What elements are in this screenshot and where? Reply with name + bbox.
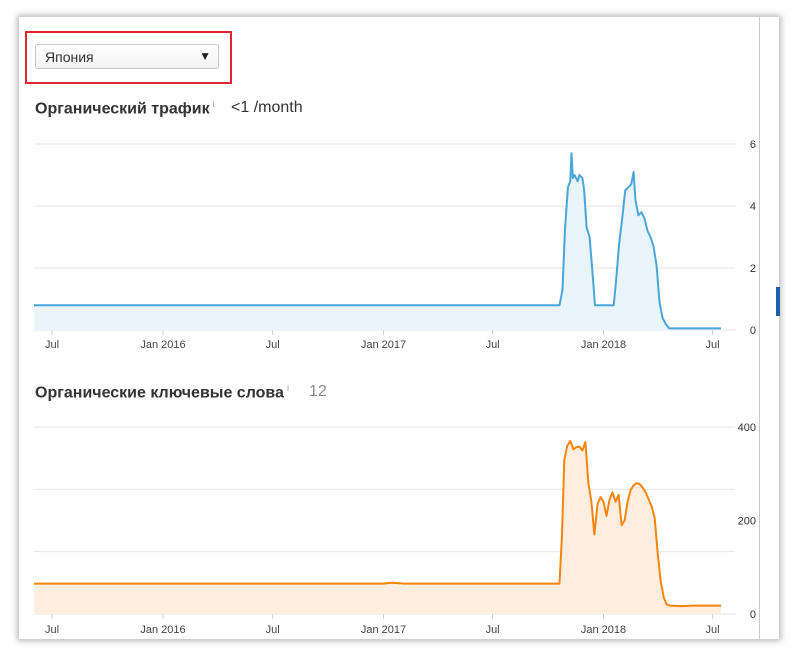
country-select[interactable]: Япония ▼ (35, 44, 219, 69)
info-icon[interactable]: i (286, 383, 289, 393)
keywords-x-tick-label: Jan 2016 (140, 624, 185, 636)
info-icon[interactable]: i (212, 99, 215, 109)
traffic-x-tick-label: Jul (486, 339, 500, 351)
keywords-y-tick-label: 0 (750, 609, 756, 621)
traffic-series-area (34, 153, 721, 330)
scroll-indicator[interactable] (776, 287, 780, 316)
traffic-x-tick-label: Jul (706, 339, 720, 351)
keywords-title: Органические ключевые слова (35, 384, 284, 402)
traffic-y-tick-label: 4 (750, 201, 756, 213)
keywords-y-tick-label: 400 (738, 422, 756, 434)
traffic-x-tick-label: Jan 2017 (361, 339, 406, 351)
chevron-down-icon: ▼ (199, 49, 211, 63)
traffic-series-line (34, 152, 721, 330)
traffic-x-tick-label: Jul (45, 339, 59, 351)
keywords-series-area (34, 441, 721, 614)
traffic-title-wrap: Органический трафик i (35, 99, 215, 118)
highlight-frame (25, 31, 232, 84)
traffic-x-tick-label: Jan 2018 (581, 339, 626, 351)
traffic-y-tick-label: 2 (750, 263, 756, 275)
traffic-title: Органический трафик (35, 100, 210, 118)
traffic-x-tick-label: Jul (266, 339, 280, 351)
traffic-x-tick-label: Jan 2016 (140, 339, 185, 351)
keywords-x-tick-label: Jul (706, 624, 720, 636)
traffic-y-tick-label: 0 (750, 325, 756, 337)
keywords-value: 12 (309, 383, 327, 400)
keywords-series-line (34, 440, 721, 608)
card-edge (759, 17, 760, 639)
keywords-x-tick-label: Jul (266, 624, 280, 636)
keywords-x-tick-label: Jul (45, 624, 59, 636)
keywords-title-wrap: Органические ключевые слова i (35, 383, 289, 402)
keywords-x-tick-label: Jan 2018 (581, 624, 626, 636)
country-select-value: Япония (45, 49, 94, 65)
keywords-x-tick-label: Jan 2017 (361, 624, 406, 636)
traffic-y-tick-label: 6 (750, 139, 756, 151)
keywords-y-tick-label: 200 (738, 516, 756, 528)
traffic-value: <1 /month (231, 99, 303, 116)
keywords-x-tick-label: Jul (486, 624, 500, 636)
